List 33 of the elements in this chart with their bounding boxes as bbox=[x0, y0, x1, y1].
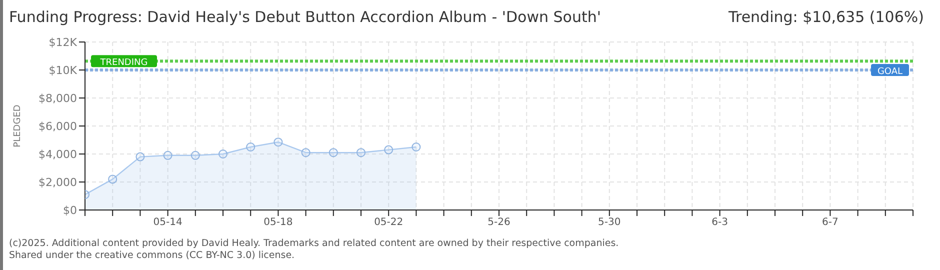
x-tick-label: 5-26 bbox=[488, 217, 510, 228]
y-tick-label: $6,000 bbox=[38, 120, 77, 133]
y-tick-label: $8,000 bbox=[38, 92, 77, 105]
point bbox=[190, 150, 200, 160]
x-tick-label: 6-7 bbox=[822, 217, 838, 228]
point bbox=[328, 148, 338, 158]
ref-line-label: GOAL bbox=[877, 67, 903, 77]
point bbox=[301, 148, 310, 158]
point bbox=[356, 148, 366, 158]
y-tick-label: $10K bbox=[48, 64, 78, 77]
point bbox=[412, 142, 421, 152]
x-tick-label: 5-30 bbox=[598, 217, 621, 228]
x-tick-label: 05-14 bbox=[153, 217, 182, 228]
chart-subtitle: Trending: $10,635 (106%) bbox=[728, 8, 924, 26]
point bbox=[136, 152, 145, 162]
y-axis-title: PLEDGED bbox=[13, 104, 24, 148]
ref-line-label: TRENDING bbox=[99, 58, 148, 68]
x-tick-label: 05-18 bbox=[264, 217, 293, 228]
point bbox=[274, 138, 283, 147]
text: Shared under the creative commons (CC BY-NC 3.0) license. bbox=[9, 250, 296, 262]
point bbox=[218, 150, 228, 158]
y-tick-label: $2,000 bbox=[38, 176, 77, 189]
y-tick-label: $12K bbox=[48, 36, 78, 49]
chart-title: Funding Progress: David Healy's Debut Button Accordion Album - 'Down South' bbox=[9, 8, 601, 26]
x-tick-label: 6-3 bbox=[712, 217, 728, 228]
x-tick-label: 05-22 bbox=[374, 217, 404, 228]
point bbox=[163, 150, 172, 160]
text: (c)2025. Additional content provided by David Healy. Trademarks and related content are owned by their respective companies. bbox=[9, 238, 619, 250]
y-tick-label: $0 bbox=[63, 204, 77, 217]
point bbox=[108, 174, 118, 184]
point bbox=[246, 142, 256, 152]
point bbox=[384, 145, 394, 154]
y-tick-label: $4,000 bbox=[38, 148, 77, 161]
